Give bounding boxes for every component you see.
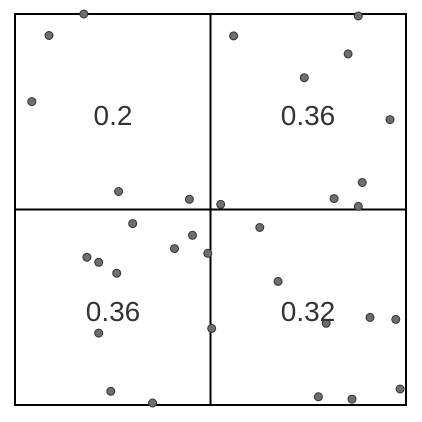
scatter-point-32 — [395, 384, 405, 394]
scatter-point-23 — [94, 328, 104, 338]
quadrant-label-top-right: 0.36 — [281, 100, 336, 131]
scatter-point-25 — [148, 398, 158, 408]
scatter-point-22 — [207, 323, 217, 333]
scatter-point-29 — [391, 314, 401, 324]
scatter-point-27 — [321, 318, 331, 328]
scatter-point-21 — [255, 223, 265, 232]
scatter-point-26 — [273, 276, 283, 286]
scatter-point-1 — [79, 9, 89, 19]
scatter-point-28 — [365, 312, 375, 322]
scatter-point-7 — [299, 73, 309, 83]
scatter-point-12 — [329, 194, 339, 204]
quadrant-label-bottom-right: 0.32 — [281, 296, 336, 327]
scatter-point-10 — [385, 115, 395, 125]
scatter-point-13 — [353, 201, 363, 211]
scatter-point-18 — [170, 244, 179, 254]
scatter-point-11 — [357, 178, 367, 187]
quadrant-label-bottom-left: 0.36 — [86, 296, 141, 327]
scatter-point-20 — [94, 257, 104, 267]
scatter-point-4 — [184, 194, 194, 204]
scatter-point-3 — [114, 187, 124, 196]
scatter-point-14 — [128, 219, 138, 229]
scatter-point-31 — [347, 394, 357, 404]
scatter-point-17 — [112, 268, 122, 278]
scatter-point-15 — [188, 230, 197, 240]
scatter-point-2 — [27, 97, 37, 107]
scatter-point-9 — [353, 11, 363, 21]
scatter-point-19 — [203, 248, 213, 258]
scatter-point-6 — [229, 31, 239, 41]
scatter-point-16 — [82, 252, 92, 262]
scatter-point-30 — [313, 392, 323, 402]
quadrant-label-top-left: 0.2 — [94, 100, 133, 131]
scatter-point-24 — [106, 386, 116, 396]
scatter-point-5 — [216, 199, 226, 209]
scatter-point-8 — [343, 49, 353, 59]
points-layer — [27, 9, 405, 408]
scatter-point-0 — [44, 31, 54, 40]
